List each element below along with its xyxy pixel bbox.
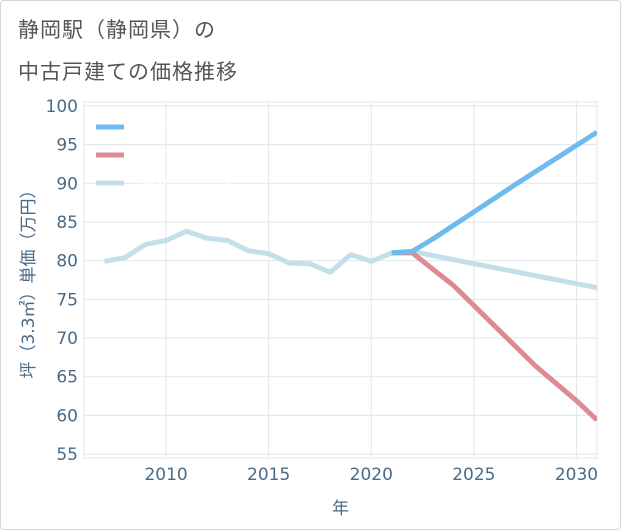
y-tick-label: 100: [46, 97, 78, 117]
plot-area-border: [83, 101, 598, 459]
x-tick-label: 2015: [247, 465, 290, 485]
legend-item-normal[interactable]: ノーマルシナリオ: [96, 177, 234, 192]
grid-layer: [83, 101, 598, 459]
y-tick-label: 70: [56, 329, 78, 349]
y-tick-label: 55: [56, 445, 78, 465]
axis-layer: 55 60 65 70 75 80 85 90 95 100 2010 2015 2020 2025 203…: [19, 97, 598, 519]
y-tick-label: 90: [56, 174, 78, 194]
y-axis-label: 坪（3.3㎡）単価（万円）: [19, 181, 39, 378]
legend-label-bad: バッドシナリオ: [130, 149, 221, 164]
series-layer: [104, 130, 597, 422]
y-tick-label: 65: [56, 368, 78, 388]
x-tick-label: 2030: [555, 465, 598, 485]
x-tick-label: 2010: [144, 465, 187, 485]
title-line-1: 静岡駅（静岡県）の: [18, 18, 216, 42]
title-line-2: 中古戸建ての価格推移: [18, 60, 238, 84]
legend-label-normal: ノーマルシナリオ: [130, 177, 234, 192]
x-tick-label: 2025: [452, 465, 495, 485]
y-tick-label: 60: [56, 406, 78, 426]
x-tick-label: 2020: [350, 465, 393, 485]
y-tick-label: 85: [56, 213, 78, 233]
series-line-bad: [391, 250, 597, 422]
legend-item-bad[interactable]: バッドシナリオ: [96, 149, 221, 164]
series-line-normal: [104, 228, 597, 291]
x-axis-label: 年: [332, 499, 349, 519]
legend-layer: グッドシナリオ バッドシナリオ ノーマルシナリオ: [96, 121, 234, 192]
legend-label-good: グッドシナリオ: [130, 121, 221, 136]
series-line-good: [391, 130, 597, 256]
legend-item-good[interactable]: グッドシナリオ: [96, 121, 221, 136]
y-tick-label: 95: [56, 136, 78, 156]
y-tick-label: 75: [56, 290, 78, 310]
y-tick-label: 80: [56, 252, 78, 272]
